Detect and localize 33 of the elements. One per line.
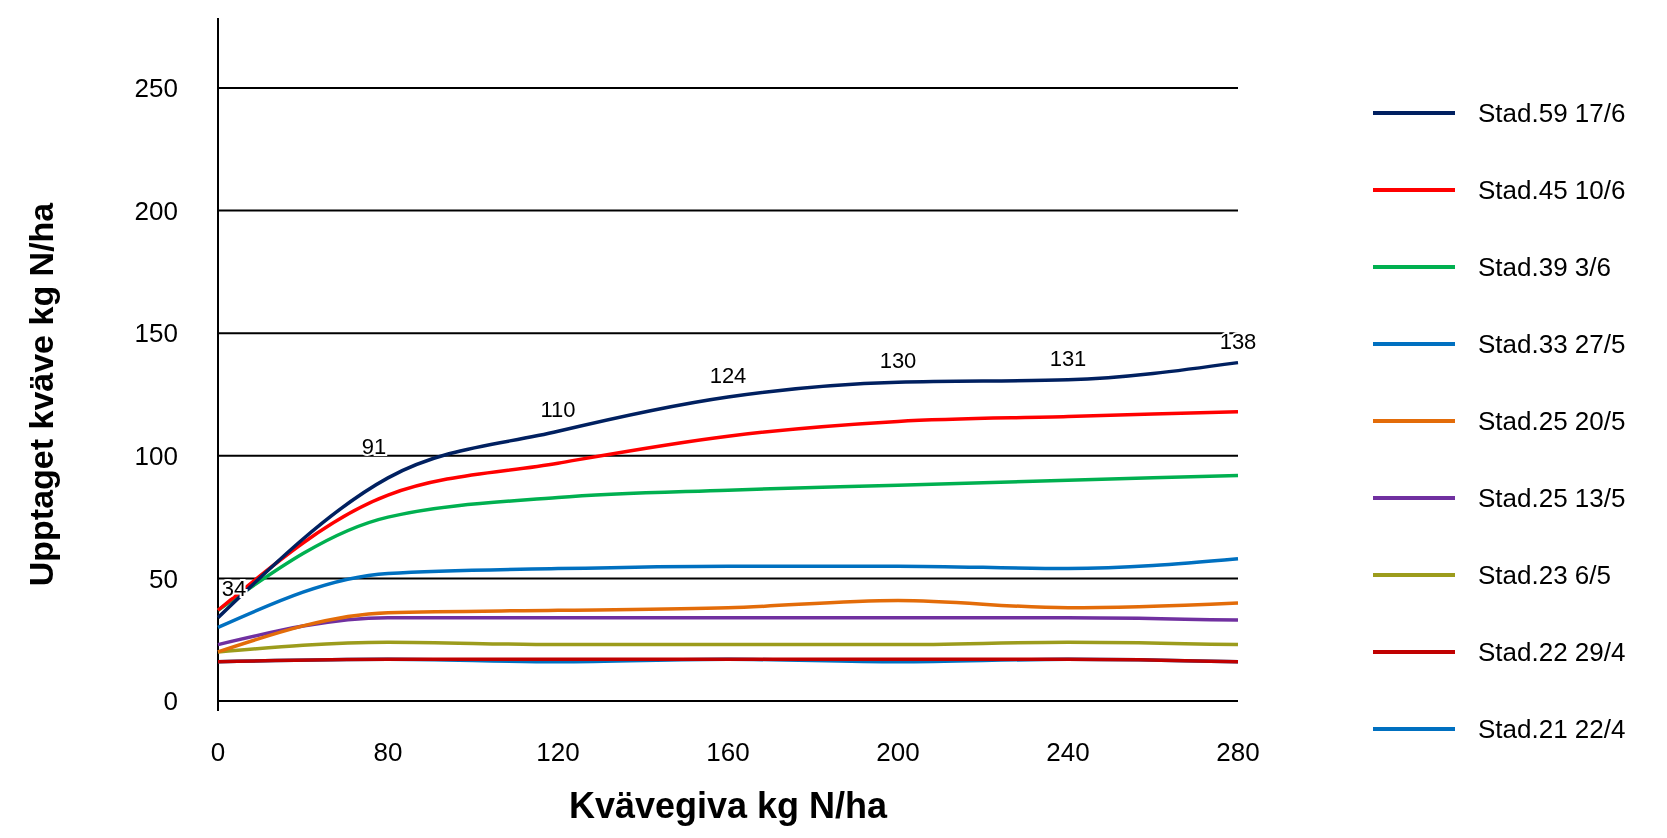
legend-label: Stad.23 6/5	[1478, 560, 1611, 591]
legend-label: Stad.21 22/4	[1478, 714, 1626, 745]
data-label: 130	[879, 348, 917, 374]
legend-label: Stad.25 20/5	[1478, 406, 1626, 437]
y-tick-label: 0	[163, 686, 178, 717]
x-tick-label: 0	[210, 737, 226, 767]
data-label: 91	[361, 433, 387, 459]
y-tick-label: 100	[134, 440, 178, 471]
legend-label: Stad.45 10/6	[1478, 175, 1626, 206]
y-tick-label: 250	[134, 73, 178, 104]
x-tick-label: 280	[1216, 737, 1260, 767]
x-tick-label: 240	[1046, 737, 1090, 767]
line-series	[216, 598, 1240, 654]
y-axis-title: Upptaget kväve kg N/ha	[22, 201, 60, 587]
data-label: 110	[540, 397, 576, 423]
x-tick-label: 80	[373, 737, 403, 767]
x-axis-title: Kvävegiva kg N/ha	[568, 785, 889, 826]
legend-label: Stad.39 3/6	[1478, 252, 1611, 283]
line-series	[216, 557, 1240, 630]
legend-label: Stad.59 17/6	[1478, 98, 1626, 129]
data-label: 131	[1049, 345, 1087, 371]
x-tick-label: 120	[536, 737, 580, 767]
y-tick-label: 200	[134, 195, 178, 226]
legend-label: Stad.33 27/5	[1478, 329, 1626, 360]
y-tick-label: 50	[149, 563, 178, 594]
legend-label: Stad.25 13/5	[1478, 483, 1626, 514]
x-tick-label: 160	[706, 737, 750, 767]
y-tick-label: 150	[134, 318, 178, 349]
legend-label: Stad.22 29/4	[1478, 637, 1626, 668]
data-label: 138	[1219, 328, 1257, 354]
x-tick-label: 200	[876, 737, 920, 767]
data-label: 124	[709, 362, 747, 388]
data-label: 34	[221, 575, 247, 601]
